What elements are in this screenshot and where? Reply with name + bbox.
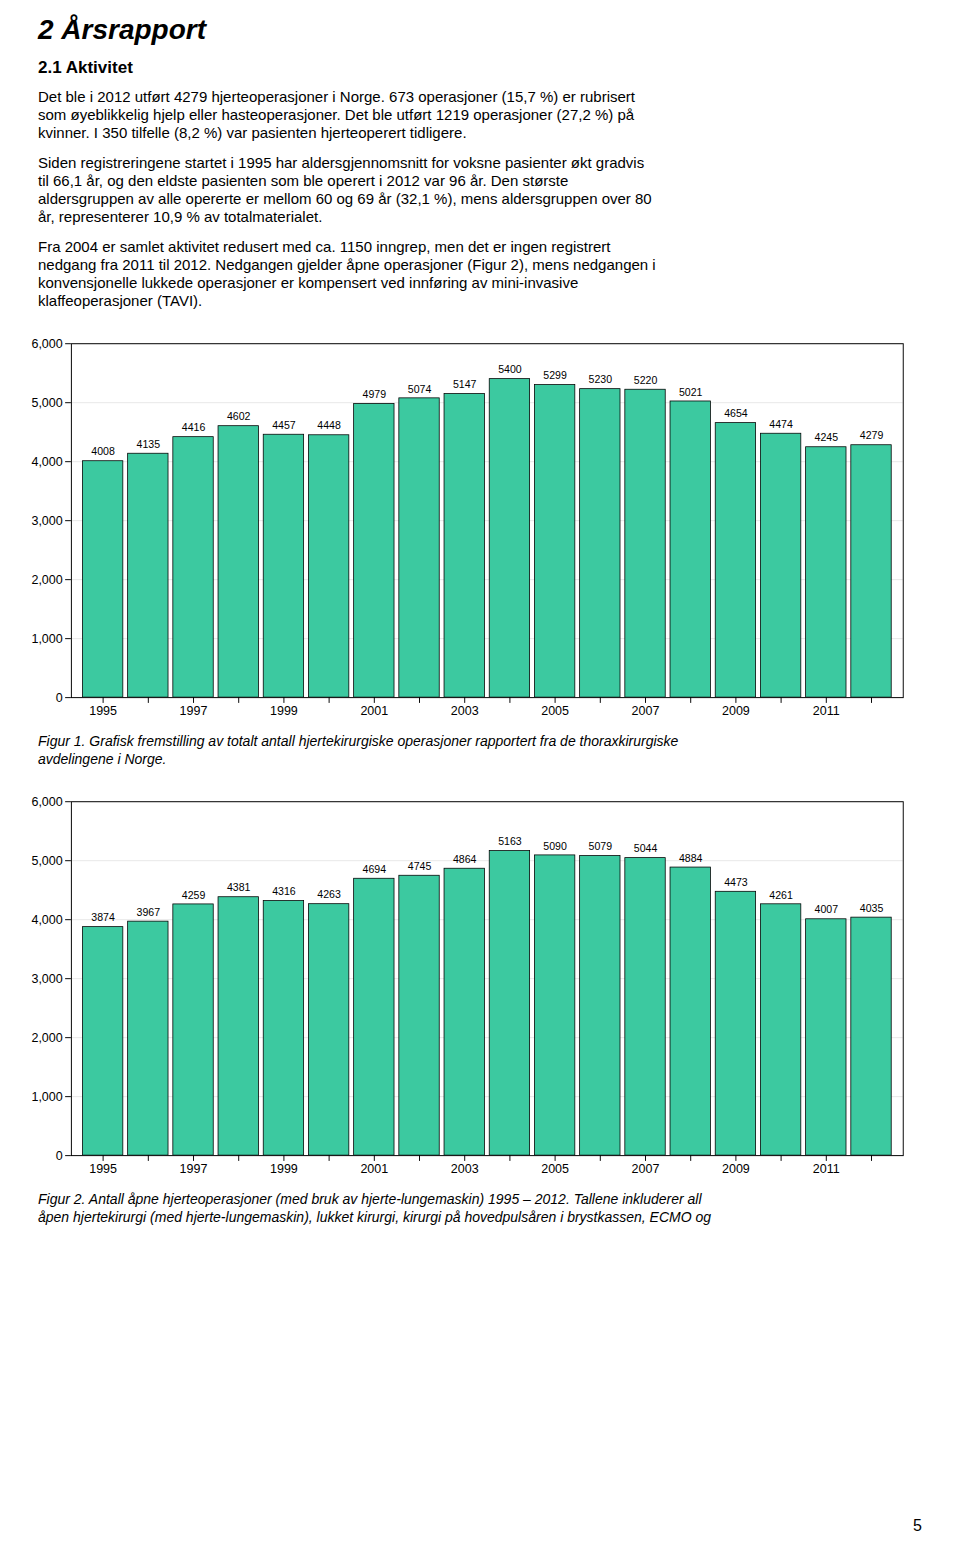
html-text:Fra 2004 er samlet aktivitet r: Fra 2004 er samlet aktivitet redusert me… [38,238,611,255]
svg-text:2,000: 2,000 [31,573,62,587]
html-text:som øyeblikkelig hjelp eller h: som øyeblikkelig hjelp eller hasteoperas… [38,106,635,123]
html-text:Siden registreringene startet: Siden registreringene startet i 1995 har… [38,154,645,171]
html-text:avdelingene i Norge.: avdelingene i Norge. [38,750,167,767]
svg-text:4316: 4316 [272,885,296,897]
svg-text:4007: 4007 [815,903,839,915]
svg-text:2003: 2003 [451,704,479,718]
svg-text:4263: 4263 [317,888,341,900]
svg-text:3967: 3967 [137,906,161,918]
html-text:Figur 1. Grafisk fremstilling: Figur 1. Grafisk fremstilling av totalt … [38,732,679,749]
svg-text:2001: 2001 [360,1162,388,1176]
svg-text:2011: 2011 [813,704,840,718]
svg-text:4473: 4473 [724,876,748,888]
svg-text:2007: 2007 [632,704,660,718]
svg-text:4884: 4884 [679,852,703,864]
svg-text:5299: 5299 [543,369,567,381]
svg-text:5021: 5021 [679,386,703,398]
svg-text:3874: 3874 [91,911,115,923]
html-text:Det ble i 2012 utført 4279 hje: Det ble i 2012 utført 4279 hjerteoperasj… [38,88,635,105]
html-text:aldersgruppen av alle opererte: aldersgruppen av alle opererte er mellom… [38,190,652,207]
svg-text:2009: 2009 [722,704,750,718]
svg-text:5220: 5220 [634,374,658,386]
html-text:Figur 2. Antall åpne hjerteope: Figur 2. Antall åpne hjerteoperasjoner (… [38,1190,702,1207]
svg-text:2005: 2005 [541,1162,569,1176]
svg-text:4457: 4457 [272,419,296,431]
svg-text:4474: 4474 [769,418,793,430]
html-text:2.1 Aktivitet: 2.1 Aktivitet [38,58,133,77]
svg-text:2,000: 2,000 [31,1031,62,1045]
svg-text:5,000: 5,000 [31,396,62,410]
svg-text:4602: 4602 [227,410,251,422]
svg-text:2011: 2011 [813,1162,840,1176]
svg-text:4,000: 4,000 [31,455,62,469]
svg-text:5044: 5044 [634,842,658,854]
svg-text:3,000: 3,000 [31,972,62,986]
html-text:åpen hjertekirurgi (med hjerte: åpen hjertekirurgi (med hjerte-lungemask… [38,1208,712,1225]
svg-text:4008: 4008 [91,445,115,457]
svg-text:5074: 5074 [408,383,432,395]
svg-text:5400: 5400 [498,363,522,375]
svg-text:4654: 4654 [724,407,748,419]
svg-text:4279: 4279 [860,429,884,441]
svg-text:2007: 2007 [632,1162,660,1176]
svg-text:4035: 4035 [860,902,884,914]
svg-text:2009: 2009 [722,1162,750,1176]
svg-text:5079: 5079 [589,840,613,852]
svg-text:4259: 4259 [182,889,206,901]
svg-text:5,000: 5,000 [31,854,62,868]
svg-text:5147: 5147 [453,378,477,390]
svg-text:2005: 2005 [541,704,569,718]
svg-text:6,000: 6,000 [31,795,62,809]
html-text:til 66,1 år, og den eldste pas: til 66,1 år, og den eldste pasienten som… [38,172,569,189]
svg-text:1,000: 1,000 [31,632,62,646]
svg-text:5090: 5090 [543,840,567,852]
svg-text:1999: 1999 [270,1162,298,1176]
html-text:nedgang fra 2011 til 2012. Ned: nedgang fra 2011 til 2012. Nedgangen gje… [38,256,656,273]
svg-text:5230: 5230 [589,373,613,385]
svg-text:4135: 4135 [137,438,161,450]
html-text:år, representerer 10,9 % av to: år, representerer 10,9 % av totalmateria… [38,208,323,225]
svg-text:1997: 1997 [180,1162,208,1176]
html-text:klaffeoperasjoner (TAVI).: klaffeoperasjoner (TAVI). [38,292,203,309]
svg-text:4416: 4416 [182,421,206,433]
svg-text:4381: 4381 [227,881,251,893]
svg-text:4694: 4694 [363,863,387,875]
svg-text:4864: 4864 [453,853,477,865]
svg-text:1999: 1999 [270,704,298,718]
svg-text:1997: 1997 [180,704,208,718]
svg-text:1,000: 1,000 [31,1090,62,1104]
svg-text:4261: 4261 [769,888,793,900]
svg-text:0: 0 [56,691,63,705]
svg-text:2003: 2003 [451,1162,479,1176]
svg-text:2001: 2001 [360,704,388,718]
svg-text:4448: 4448 [317,419,341,431]
html-text:konvensjonelle lukkede operasj: konvensjonelle lukkede operasjoner er ko… [38,274,579,291]
svg-text:5163: 5163 [498,835,522,847]
svg-text:4,000: 4,000 [31,913,62,927]
svg-text:4745: 4745 [408,860,432,872]
html-text:kvinner. I 350 tilfelle (8,2 %: kvinner. I 350 tilfelle (8,2 %) var pasi… [38,124,467,141]
svg-text:1995: 1995 [89,704,117,718]
svg-text:1995: 1995 [89,1162,117,1176]
svg-text:4979: 4979 [363,388,387,400]
svg-text:3,000: 3,000 [31,514,62,528]
svg-text:6,000: 6,000 [31,337,62,351]
svg-text:4245: 4245 [815,431,839,443]
svg-text:0: 0 [56,1149,63,1163]
html-text:2 Årsrapport: 2 Årsrapport [38,14,206,45]
html-text:5: 5 [913,1517,922,1534]
